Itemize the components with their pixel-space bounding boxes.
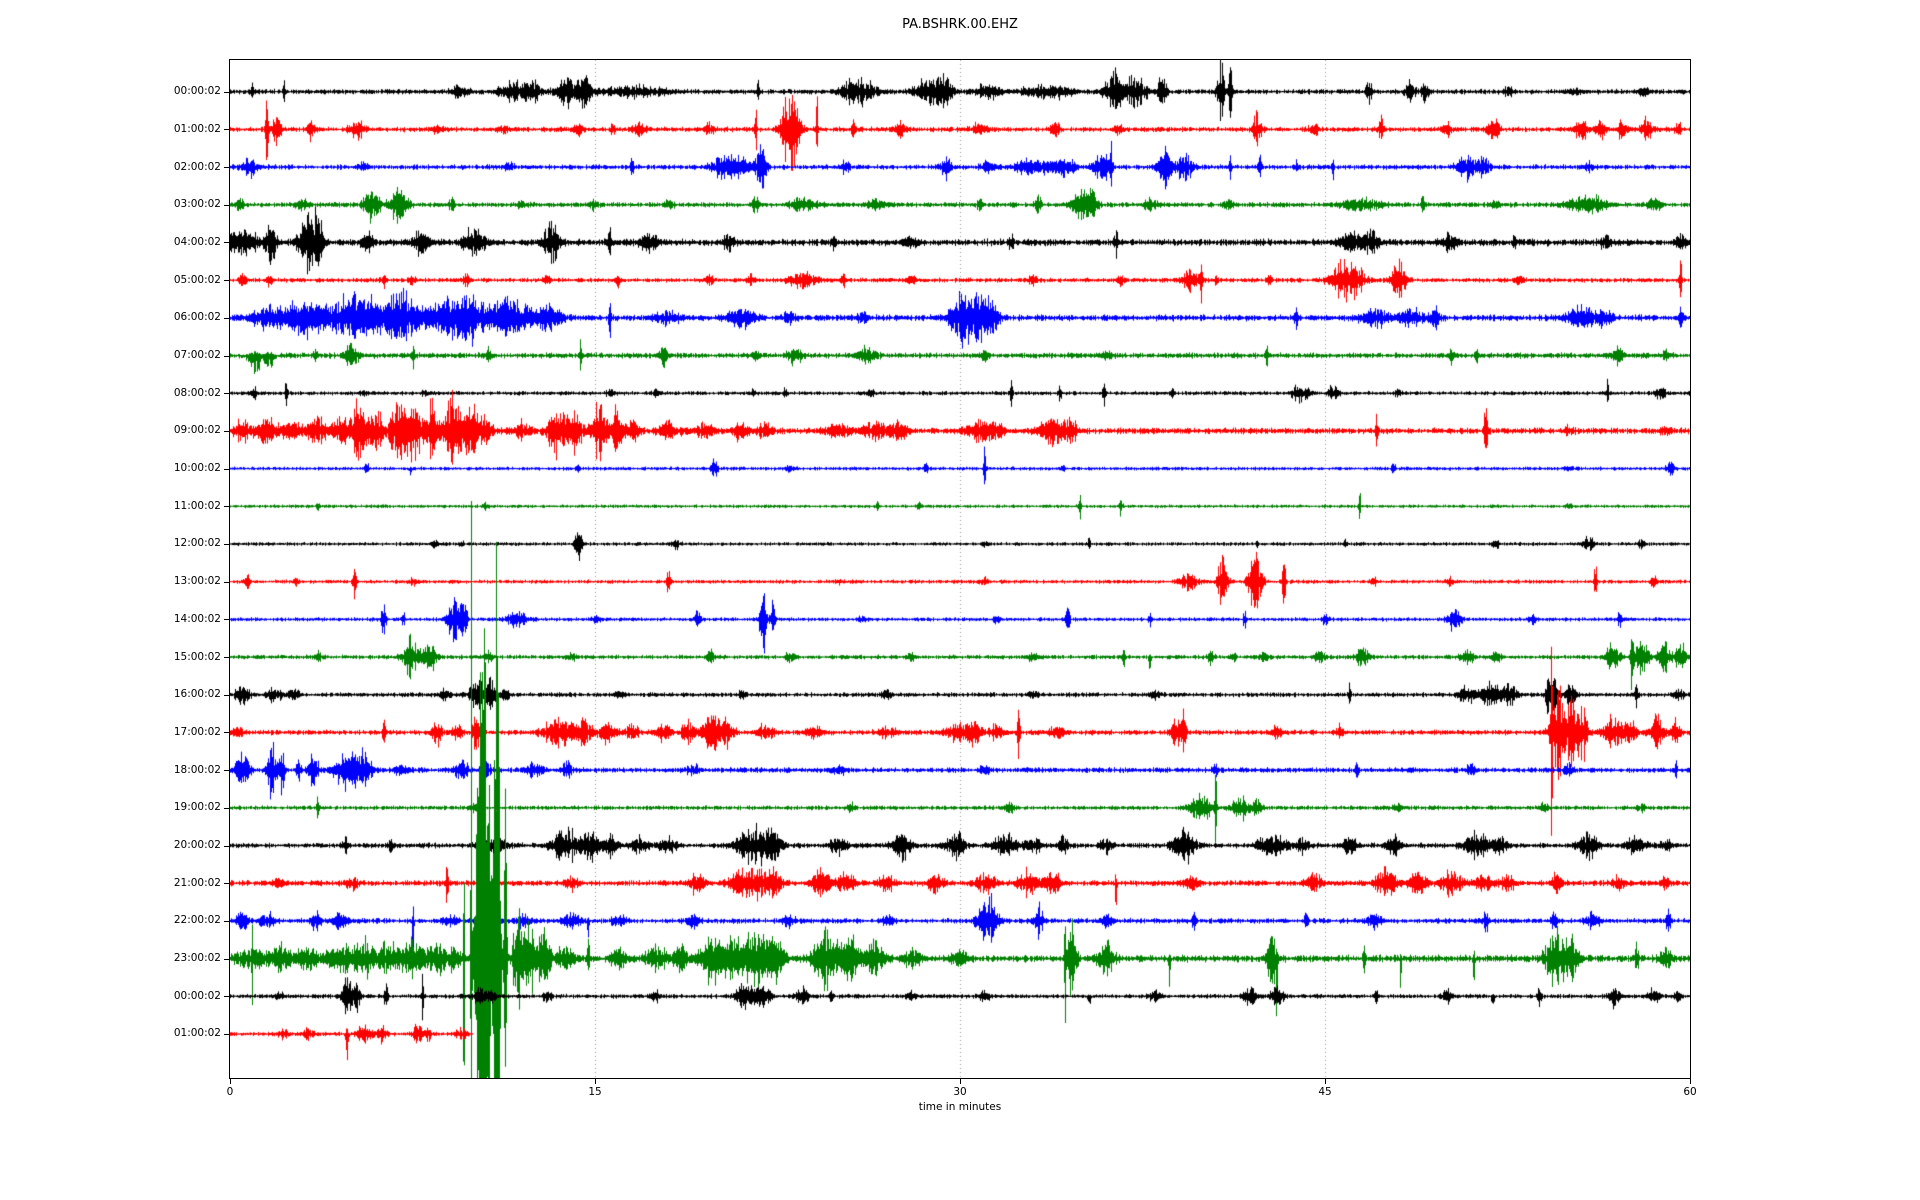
y-tick-mark <box>224 770 230 772</box>
y-tick-mark <box>224 242 230 244</box>
trace-time-label: 04:00:02 <box>173 235 221 248</box>
y-tick-mark <box>224 506 230 508</box>
trace-time-label: 02:00:02 <box>173 160 221 173</box>
trace-time-label: 07:00:02 <box>173 349 221 362</box>
y-tick-mark <box>224 807 230 809</box>
y-tick-mark <box>224 1033 230 1035</box>
trace-time-label: 19:00:02 <box>173 801 221 814</box>
y-tick-mark <box>224 694 230 696</box>
y-tick-mark <box>224 883 230 885</box>
x-tick-mark <box>1689 1079 1691 1084</box>
x-tick-label: 15 <box>588 1086 602 1098</box>
y-tick-mark <box>224 393 230 395</box>
y-tick-mark <box>224 996 230 998</box>
trace-time-label: 18:00:02 <box>173 763 221 776</box>
trace-time-label: 01:00:02 <box>173 1027 221 1040</box>
trace-time-label: 10:00:02 <box>173 462 221 475</box>
x-tick-mark <box>959 1079 961 1084</box>
y-tick-mark <box>224 280 230 282</box>
trace-time-label: 06:00:02 <box>173 311 221 324</box>
x-tick-mark <box>229 1079 231 1084</box>
x-tick-label: 0 <box>226 1086 234 1098</box>
y-tick-mark <box>224 657 230 659</box>
y-tick-mark <box>224 581 230 583</box>
x-tick-label: 45 <box>1318 1086 1332 1098</box>
trace-time-label: 00:00:02 <box>173 85 221 98</box>
trace-time-label: 01:00:02 <box>173 122 221 135</box>
y-tick-mark <box>224 543 230 545</box>
x-axis-label: time in minutes <box>918 1101 1002 1113</box>
y-tick-mark <box>224 167 230 169</box>
y-tick-mark <box>224 129 230 131</box>
y-tick-mark <box>224 91 230 93</box>
trace-time-label: 03:00:02 <box>173 198 221 211</box>
trace-time-label: 12:00:02 <box>173 537 221 550</box>
trace-time-label: 15:00:02 <box>173 650 221 663</box>
plot-area <box>229 59 1691 1079</box>
trace-time-label: 20:00:02 <box>173 839 221 851</box>
y-tick-mark <box>224 732 230 734</box>
trace-time-label: 13:00:02 <box>173 575 221 588</box>
trace-time-label: 09:00:02 <box>173 424 221 437</box>
seismogram-canvas <box>230 60 1690 1078</box>
y-tick-mark <box>224 317 230 319</box>
y-tick-mark <box>224 958 230 960</box>
x-tick-label: 30 <box>953 1086 967 1098</box>
y-tick-mark <box>224 920 230 922</box>
chart-title: PA.BSHRK.00.EHZ <box>902 17 1018 32</box>
trace-time-label: 11:00:02 <box>173 499 221 512</box>
trace-time-label: 00:00:02 <box>173 989 221 1002</box>
y-tick-mark <box>224 619 230 621</box>
y-tick-mark <box>224 355 230 357</box>
y-tick-mark <box>224 204 230 206</box>
trace-time-label: 17:00:02 <box>173 725 221 738</box>
y-tick-mark <box>224 845 230 847</box>
trace-time-label: 14:00:02 <box>173 612 221 625</box>
y-tick-mark <box>224 430 230 432</box>
trace-time-label: 21:00:02 <box>173 876 221 889</box>
x-tick-mark <box>594 1079 596 1084</box>
y-tick-mark <box>224 468 230 470</box>
trace-time-label: 05:00:02 <box>173 273 221 286</box>
trace-time-label: 23:00:02 <box>173 952 221 965</box>
x-tick-mark <box>1324 1079 1326 1084</box>
trace-time-label: 22:00:02 <box>173 914 221 927</box>
trace-time-label: 08:00:02 <box>173 386 221 399</box>
trace-time-label: 16:00:02 <box>173 688 221 701</box>
x-tick-label: 60 <box>1683 1086 1697 1098</box>
